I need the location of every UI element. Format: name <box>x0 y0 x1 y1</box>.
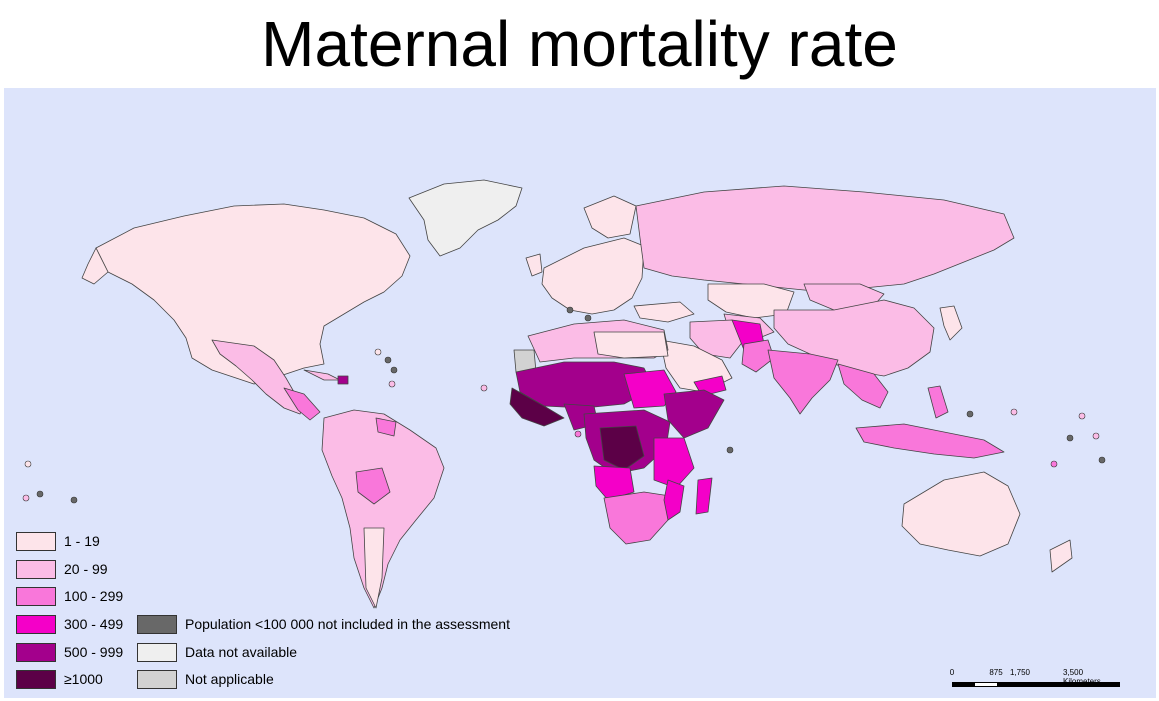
marker-small-island <box>374 348 382 356</box>
region-china <box>773 299 935 377</box>
region-west-africa <box>509 387 565 427</box>
legend-swatch <box>16 532 56 551</box>
region-russia <box>635 185 1015 293</box>
map-title: Maternal mortality rate <box>261 8 898 80</box>
region-pakistan <box>741 339 775 373</box>
scale-segment <box>997 683 1019 686</box>
marker-small-island <box>1010 408 1018 416</box>
marker-small-state <box>584 314 592 322</box>
legend-label: 300 - 499 <box>64 616 124 632</box>
legend-swatch <box>16 560 56 579</box>
region-central-america <box>283 387 321 421</box>
region-turkey <box>633 301 695 323</box>
legend-swatch <box>16 587 56 606</box>
marker-small-island <box>1092 432 1100 440</box>
marker-small-state <box>966 410 974 418</box>
region-new-zealand <box>1049 539 1073 573</box>
marker-small-island <box>574 430 582 438</box>
world-map[interactable] <box>4 88 1156 698</box>
marker-small-state <box>70 496 78 504</box>
region-north-america <box>95 203 411 385</box>
marker-small-state <box>1098 456 1106 464</box>
legend-swatch <box>137 643 177 662</box>
scale-tick-label: 3,500 Kilometers <box>1063 668 1101 686</box>
marker-small-island <box>1078 412 1086 420</box>
region-se-asia <box>837 363 889 409</box>
region-east-africa <box>653 437 695 489</box>
legend-label: 500 - 999 <box>64 644 124 660</box>
map-frame[interactable]: 1 - 19 20 - 99 100 - 299 300 - 499 500 -… <box>4 88 1156 698</box>
legend-swatch <box>137 615 177 634</box>
region-korea-japan <box>939 305 963 341</box>
legend-swatch <box>137 670 177 689</box>
region-india <box>767 349 839 415</box>
region-greenland <box>408 179 523 257</box>
marker-small-state <box>384 356 392 364</box>
scale-tick-label: 0 <box>949 668 955 677</box>
legend-swatch <box>16 670 56 689</box>
region-guyana <box>375 417 397 437</box>
region-cuba <box>303 369 341 381</box>
region-scandinavia <box>583 195 637 239</box>
region-haiti <box>337 375 349 385</box>
scale-segment <box>953 683 975 686</box>
scale-bar: 0 875 1,750 3,500 Kilometers <box>944 668 1144 694</box>
scale-segment <box>1019 683 1119 686</box>
region-indonesia <box>855 423 1005 459</box>
marker-small-island <box>388 380 396 388</box>
region-south-america <box>321 409 445 609</box>
region-mozambique <box>663 479 685 521</box>
scale-bar-graphic <box>952 682 1120 687</box>
scale-tick-label: 875 <box>989 668 1003 677</box>
legend-label: Data not available <box>185 644 298 660</box>
region-libya-egypt <box>593 331 669 359</box>
legend-label: 20 - 99 <box>64 561 108 577</box>
region-australia <box>901 471 1021 557</box>
legend-label: Population <100 000 not included in the … <box>185 616 510 632</box>
marker-small-state <box>1066 434 1074 442</box>
marker-small-island <box>480 384 488 392</box>
legend-label: ≥1000 <box>64 671 103 687</box>
legend-swatch <box>16 615 56 634</box>
legend-swatch <box>16 643 56 662</box>
legend-label: 1 - 19 <box>64 533 100 549</box>
region-philippines <box>927 385 949 419</box>
region-uk <box>525 253 543 277</box>
region-horn <box>663 389 725 439</box>
region-alaska <box>81 247 109 285</box>
scale-segment <box>975 683 997 686</box>
region-south-america-south <box>363 527 385 609</box>
region-madagascar <box>695 477 713 515</box>
marker-small-state <box>566 306 574 314</box>
scale-tick-label: 1,750 <box>1009 668 1031 677</box>
marker-small-state <box>726 446 734 454</box>
marker-small-state <box>36 490 44 498</box>
small-states-markers <box>22 306 1106 504</box>
marker-small-island <box>24 460 32 468</box>
legend-label: Not applicable <box>185 671 274 687</box>
legend-label: 100 - 299 <box>64 588 124 604</box>
region-mexico <box>211 339 305 415</box>
region-kazakhstan <box>707 283 795 319</box>
region-bolivia <box>355 467 391 505</box>
marker-small-island <box>22 494 30 502</box>
marker-small-state <box>390 366 398 374</box>
marker-small-island <box>1050 460 1058 468</box>
region-southern-africa <box>603 491 671 545</box>
region-drc <box>599 425 645 471</box>
region-europe <box>541 237 645 315</box>
